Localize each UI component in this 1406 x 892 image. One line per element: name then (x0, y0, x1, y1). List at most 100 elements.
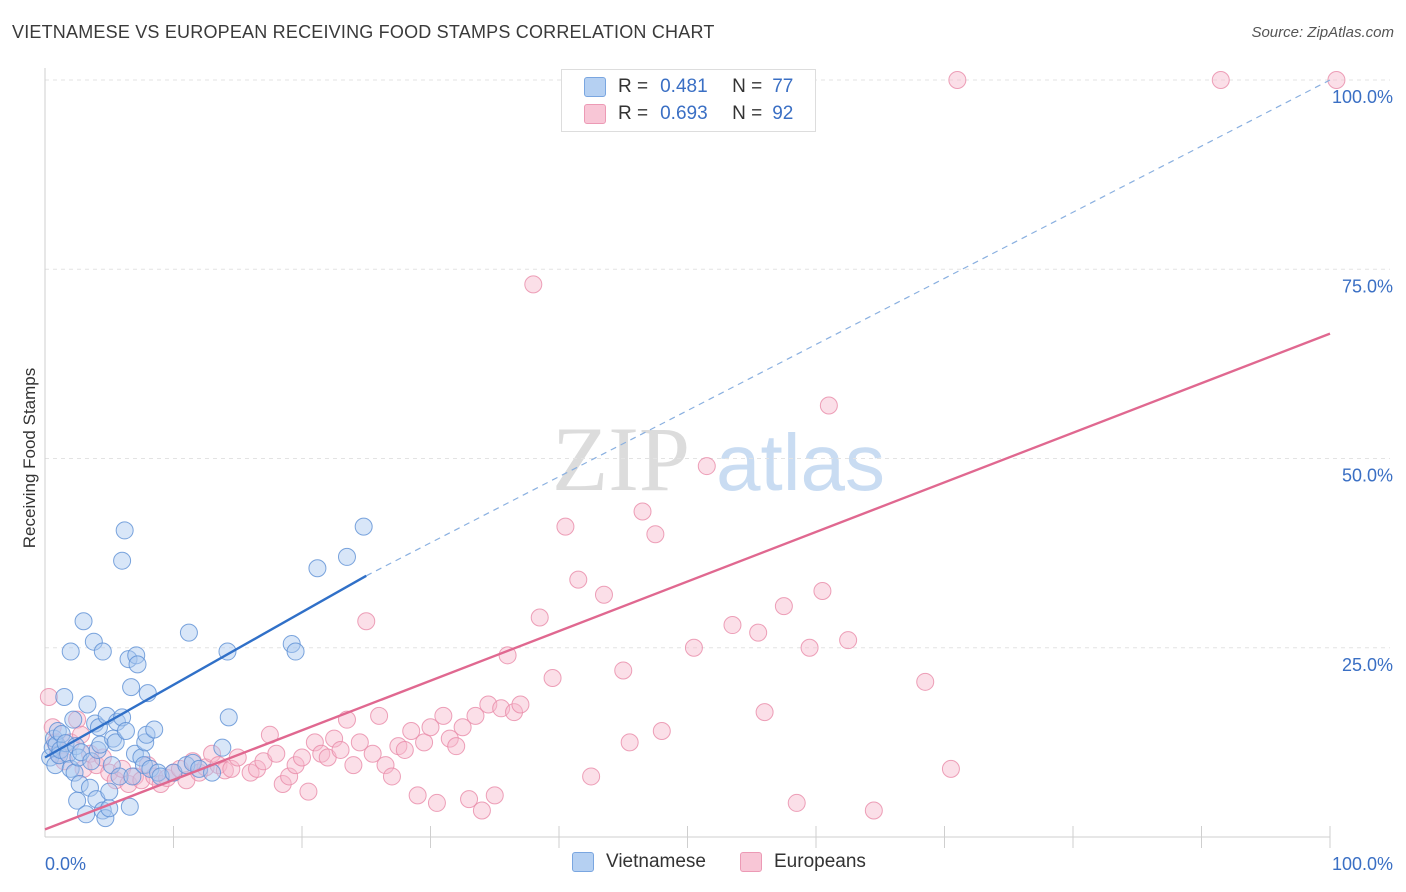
european-point (331, 740, 350, 759)
european-point (755, 703, 774, 722)
legend: R = 0.481 N = 77 R = 0.693 N = 92 (561, 69, 816, 132)
vietnamese-point (115, 521, 134, 540)
european-point (511, 695, 530, 714)
european-point (948, 71, 967, 89)
vietnamese-point (55, 687, 74, 706)
vietnamese-point (354, 517, 373, 536)
european-point (447, 737, 466, 756)
vietnamese-point (145, 720, 164, 739)
vietnamese-point (96, 809, 115, 828)
y-tick-label: 75.0% (1342, 276, 1393, 296)
european-point (370, 706, 389, 725)
vietnamese-point (65, 763, 84, 782)
european-point (505, 703, 524, 722)
european-point (325, 729, 344, 748)
vietnamese-point (123, 767, 142, 786)
european-point (543, 669, 562, 688)
european-point (633, 502, 652, 521)
european-point (749, 623, 768, 642)
european-point (357, 612, 376, 631)
bottom-legend-swatch-vietnamese (572, 852, 594, 872)
vietnamese-point (113, 551, 132, 570)
vietnamese-point (74, 612, 93, 631)
european-point (286, 756, 305, 775)
vietnamese-point (308, 559, 327, 578)
european-point (646, 525, 665, 544)
vietnamese-point (128, 655, 147, 674)
european-point (774, 597, 793, 616)
european-point (293, 748, 311, 767)
vietnamese-trend-extension (365, 79, 1331, 577)
european-point (376, 756, 395, 775)
european-point (453, 718, 472, 737)
european-point (344, 756, 363, 775)
x-tick-label: 0.0% (45, 854, 86, 874)
european-point (1211, 71, 1230, 89)
european-point (839, 631, 858, 650)
european-point (916, 672, 935, 691)
vietnamese-point (179, 623, 198, 642)
european-point (556, 517, 575, 536)
legend-r-value: 0.481 (660, 76, 708, 97)
european-point (530, 608, 549, 627)
european-point (395, 740, 414, 759)
european-point (1327, 71, 1346, 89)
european-point (582, 767, 601, 786)
vietnamese-point (80, 778, 99, 797)
bottom-legend-label-europeans: Europeans (774, 851, 866, 872)
vietnamese-point (337, 547, 356, 566)
vietnamese-point (136, 733, 155, 752)
vietnamese-point (61, 642, 80, 661)
european-point (203, 744, 222, 763)
vietnamese-point (82, 752, 101, 771)
european-point (421, 718, 440, 737)
european-point (68, 710, 87, 729)
european-point (614, 661, 633, 680)
vietnamese-point (52, 725, 71, 744)
legend-n-label: N = (732, 103, 763, 124)
bottom-legend-item-europeans: Europeans (740, 851, 866, 873)
legend-n-value: 77 (772, 76, 794, 97)
vietnamese-point (88, 740, 107, 759)
vietnamese-point (64, 710, 83, 729)
european-point (800, 638, 819, 657)
legend-n-value: 92 (772, 103, 794, 124)
european-point (434, 706, 453, 725)
european-point (350, 733, 369, 752)
source-label: Source: ZipAtlas.com (1251, 24, 1394, 41)
legend-n-label: N = (732, 76, 763, 97)
vietnamese-point (116, 722, 135, 741)
legend-row-vietnamese: R = 0.481 N = 77 (584, 75, 793, 99)
european-point (569, 570, 588, 589)
european-point (864, 801, 883, 820)
vietnamese-point (219, 708, 238, 727)
bottom-legend-label-vietnamese: Vietnamese (606, 851, 706, 872)
vietnamese-point (106, 733, 125, 752)
legend-r-value: 0.693 (660, 103, 708, 124)
y-tick-label: 25.0% (1342, 655, 1393, 675)
legend-row-europeans: R = 0.693 N = 92 (584, 102, 793, 126)
bottom-legend-item-vietnamese: Vietnamese (572, 851, 706, 873)
legend-swatch-vietnamese (584, 77, 606, 97)
european-point (652, 722, 671, 741)
x-tick-label: 100.0% (1332, 854, 1393, 874)
european-point (273, 775, 292, 794)
european-point (787, 793, 806, 812)
vietnamese-point (84, 632, 103, 651)
y-tick-label: 50.0% (1342, 466, 1393, 486)
european-point (222, 759, 241, 778)
european-point (280, 767, 299, 786)
european-point (819, 396, 838, 415)
european-point (472, 801, 491, 820)
chart-title: VIETNAMESE VS EUROPEAN RECEIVING FOOD ST… (12, 22, 715, 42)
european-point (684, 638, 703, 657)
european-point (466, 706, 485, 725)
vietnamese-point (93, 642, 112, 661)
european-point (299, 782, 318, 801)
european-point (723, 616, 742, 635)
vietnamese-point (286, 642, 305, 661)
european-point (697, 457, 716, 476)
y-tick-label: 100.0% (1332, 87, 1393, 107)
european-point (402, 722, 421, 741)
